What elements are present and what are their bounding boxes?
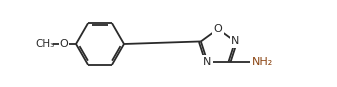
Text: N: N	[203, 57, 212, 67]
Text: N: N	[231, 36, 239, 46]
Text: O: O	[60, 39, 68, 49]
Text: O: O	[214, 24, 222, 34]
Text: CH₃: CH₃	[35, 39, 55, 49]
Text: NH₂: NH₂	[252, 57, 273, 67]
